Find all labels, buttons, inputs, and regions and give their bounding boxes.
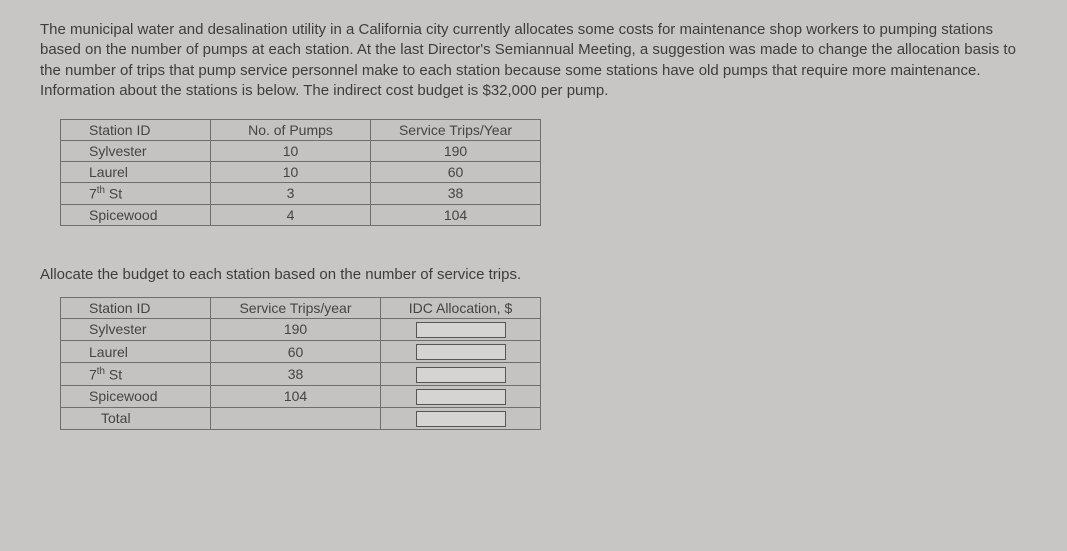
table-row: 7th St 3 38 [61,183,541,205]
t1-station: Sylvester [61,141,211,162]
problem-statement: The municipal water and desalination uti… [40,20,1027,101]
t2-trips [211,407,381,429]
t1-header-station: Station ID [61,120,211,141]
t1-trips: 38 [371,183,541,205]
t2-trips: 104 [211,385,381,407]
alloc-input[interactable] [416,322,506,338]
t1-pumps: 10 [211,141,371,162]
t2-station: 7th St [61,363,211,385]
t2-trips: 190 [211,318,381,340]
t1-trips: 60 [371,162,541,183]
alloc-input[interactable] [416,367,506,383]
t2-alloc-cell [381,407,541,429]
alloc-input[interactable] [416,411,506,427]
table-row: Laurel 60 [61,340,541,362]
t2-header-alloc: IDC Allocation, $ [381,297,541,318]
t2-station: Spicewood [61,385,211,407]
t1-station: 7th St [61,183,211,205]
t2-trips: 38 [211,363,381,385]
table-row: Sylvester 190 [61,318,541,340]
t1-header-trips: Service Trips/Year [371,120,541,141]
t2-trips: 60 [211,340,381,362]
table-row: Spicewood 4 104 [61,204,541,225]
t1-station: Spicewood [61,204,211,225]
t1-header-pumps: No. of Pumps [211,120,371,141]
alloc-input[interactable] [416,389,506,405]
t1-station: Laurel [61,162,211,183]
t2-alloc-cell [381,363,541,385]
table-row: Total [61,407,541,429]
t2-station: Laurel [61,340,211,362]
t1-pumps: 3 [211,183,371,205]
t2-alloc-cell [381,318,541,340]
data-table-2: Station ID Service Trips/year IDC Alloca… [60,297,541,430]
t2-alloc-cell [381,385,541,407]
t2-header-station: Station ID [61,297,211,318]
alloc-input[interactable] [416,344,506,360]
table-row: Laurel 10 60 [61,162,541,183]
t1-pumps: 4 [211,204,371,225]
table-row: 7th St 38 [61,363,541,385]
t1-trips: 104 [371,204,541,225]
t1-trips: 190 [371,141,541,162]
t2-station: Sylvester [61,318,211,340]
table-row: Sylvester 10 190 [61,141,541,162]
t2-station: Total [61,407,211,429]
table-row: Spicewood 104 [61,385,541,407]
instruction-text: Allocate the budget to each station base… [40,266,1027,283]
t2-alloc-cell [381,340,541,362]
data-table-1: Station ID No. of Pumps Service Trips/Ye… [60,119,541,226]
t2-header-trips: Service Trips/year [211,297,381,318]
t1-pumps: 10 [211,162,371,183]
